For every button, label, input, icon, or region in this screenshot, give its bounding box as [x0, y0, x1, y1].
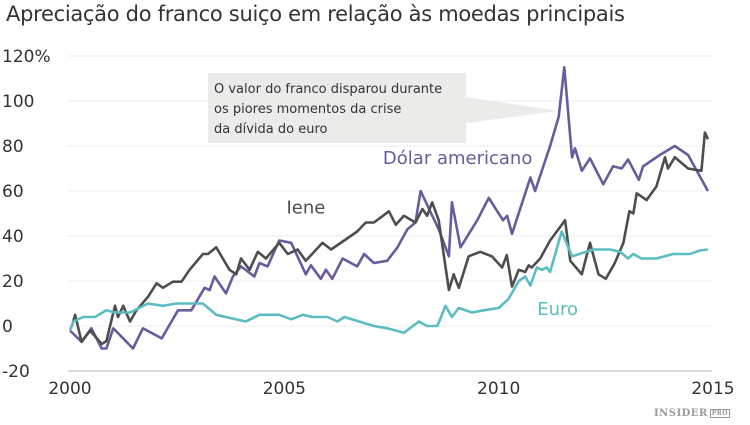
series-label: Iene [286, 198, 325, 219]
callout-pointer [466, 97, 559, 123]
y-tick-label: 0 [2, 317, 13, 337]
callout-text-line: da dívida do euro [214, 122, 328, 137]
series-line-euro [68, 230, 709, 335]
callout-text-line: os piores momentos da crise [214, 102, 401, 117]
series-line-iene [70, 131, 710, 346]
x-axis-ticks: 2000 2005 2010 2015 [48, 379, 734, 399]
x-tick-label: 2000 [48, 379, 91, 399]
x-tick-label: 2015 [691, 379, 734, 399]
x-tick-label: 2005 [263, 379, 306, 399]
series-labels: Dólar americano Iene Euro [286, 148, 578, 320]
chart-title: Apreciação do franco suiço em relação às… [6, 2, 625, 26]
y-tick-label: 120% [2, 47, 51, 67]
y-tick-label: -20 [2, 362, 30, 382]
callout-box [208, 73, 466, 143]
series-lines [68, 66, 710, 350]
y-axis-ticks: 120% 100 80 60 40 20 0 -20 [2, 47, 51, 382]
series-label: Dólar americano [383, 148, 532, 169]
y-tick-label: 100 [2, 92, 34, 112]
logo-main: INSIDER [653, 408, 708, 419]
annotation-callout: O valor do franco disparou durante os pio… [208, 73, 559, 143]
callout-text-line: O valor do franco disparou durante [214, 82, 442, 97]
insider-pro-logo: INSIDER PRO [654, 408, 730, 419]
logo-sub: PRO [709, 409, 730, 418]
y-tick-label: 40 [2, 227, 24, 247]
y-tick-label: 60 [2, 182, 24, 202]
series-label: Euro [537, 299, 578, 320]
series-line-dólar-americano [69, 66, 710, 350]
x-tick-label: 2010 [477, 379, 520, 399]
y-tick-label: 80 [2, 137, 24, 157]
y-tick-label: 20 [2, 272, 24, 292]
